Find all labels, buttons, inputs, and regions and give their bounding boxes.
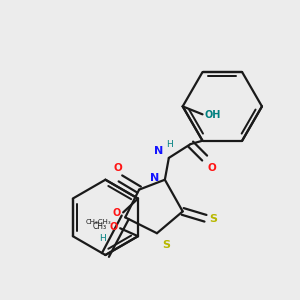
Text: O: O bbox=[113, 208, 121, 218]
Text: CH₂CH₃: CH₂CH₃ bbox=[85, 219, 111, 225]
Text: O: O bbox=[113, 164, 122, 173]
Text: S: S bbox=[162, 240, 170, 250]
Text: O: O bbox=[208, 163, 216, 173]
Text: O: O bbox=[110, 222, 118, 232]
Text: S: S bbox=[209, 214, 217, 224]
Text: N: N bbox=[150, 173, 159, 183]
Text: N: N bbox=[154, 146, 164, 156]
Text: H: H bbox=[166, 140, 172, 149]
Text: OH: OH bbox=[205, 110, 221, 120]
Text: H: H bbox=[99, 234, 105, 243]
Text: CH₃: CH₃ bbox=[92, 222, 106, 231]
